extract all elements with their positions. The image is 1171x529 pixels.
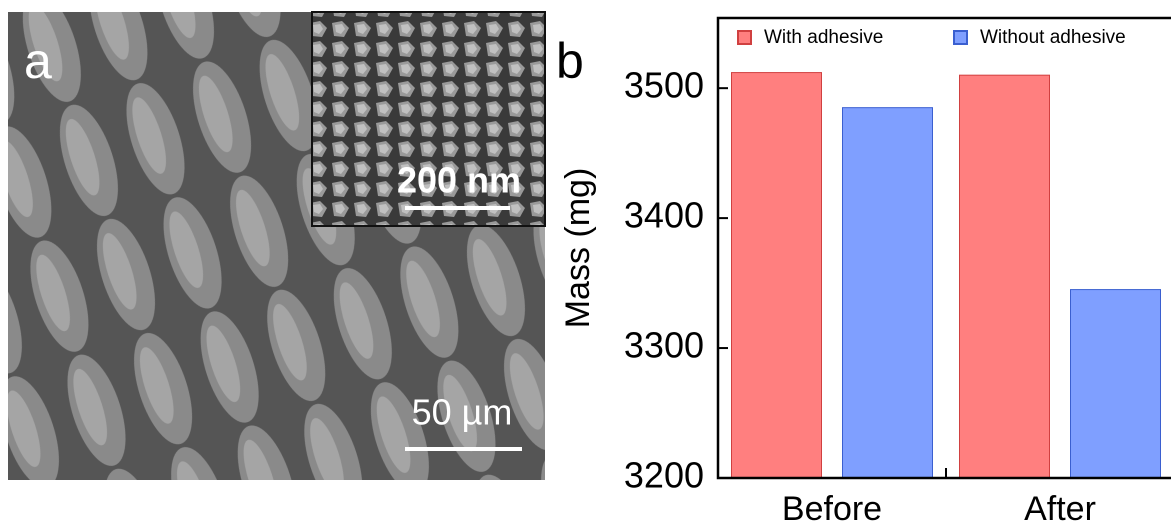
legend-label: With adhesive bbox=[764, 27, 883, 48]
y-tick-label: 3500 bbox=[624, 65, 704, 106]
bar bbox=[1071, 290, 1161, 478]
legend-swatch bbox=[954, 31, 967, 44]
inset-scale-label: 200 nm bbox=[397, 160, 521, 201]
x-tick-label: Before bbox=[782, 490, 882, 528]
bar bbox=[960, 75, 1050, 478]
legend-swatch bbox=[738, 31, 751, 44]
y-tick-label: 3200 bbox=[624, 455, 704, 496]
y-axis-label: Mass (mg) bbox=[559, 168, 597, 329]
bar bbox=[843, 108, 933, 478]
panel-label: b bbox=[556, 33, 584, 89]
scale-label: 50 µm bbox=[412, 392, 513, 433]
bar bbox=[732, 73, 822, 478]
sem-panel: a 200 nm 50 µm bbox=[8, 12, 545, 480]
legend-label: Without adhesive bbox=[980, 27, 1126, 48]
panel-label: a bbox=[24, 33, 52, 89]
page: a 200 nm 50 µm b Mass (mg) 3200 3300 3400 3… bbox=[0, 0, 1171, 529]
x-tick-label: After bbox=[1024, 490, 1096, 528]
y-tick-label: 3400 bbox=[624, 195, 704, 236]
y-tick-label: 3300 bbox=[624, 325, 704, 366]
figure: a 200 nm 50 µm b Mass (mg) 3200 3300 3400 3… bbox=[0, 0, 1171, 529]
